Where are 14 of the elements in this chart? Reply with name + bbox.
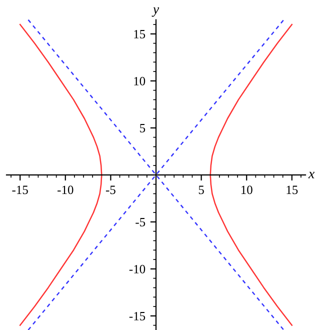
x-tick-label: -5: [106, 186, 116, 194]
x-tick-label: 5: [198, 186, 204, 194]
x-tick-label: -10: [58, 186, 74, 194]
y-tick-label: -10: [129, 264, 146, 274]
x-axis-title: x: [308, 172, 315, 178]
y-tick-label: -15: [129, 312, 146, 320]
y-tick-label: 10: [134, 76, 146, 86]
y-tick-label: 15: [134, 30, 146, 38]
x-tick-label: -15: [12, 186, 28, 194]
y-tick-label: -5: [136, 218, 146, 226]
x-tick-label: 15: [286, 186, 298, 194]
y-tick-label: 5: [140, 124, 146, 132]
x-tick-label: 10: [241, 186, 252, 194]
y-axis-title: y: [152, 7, 160, 17]
